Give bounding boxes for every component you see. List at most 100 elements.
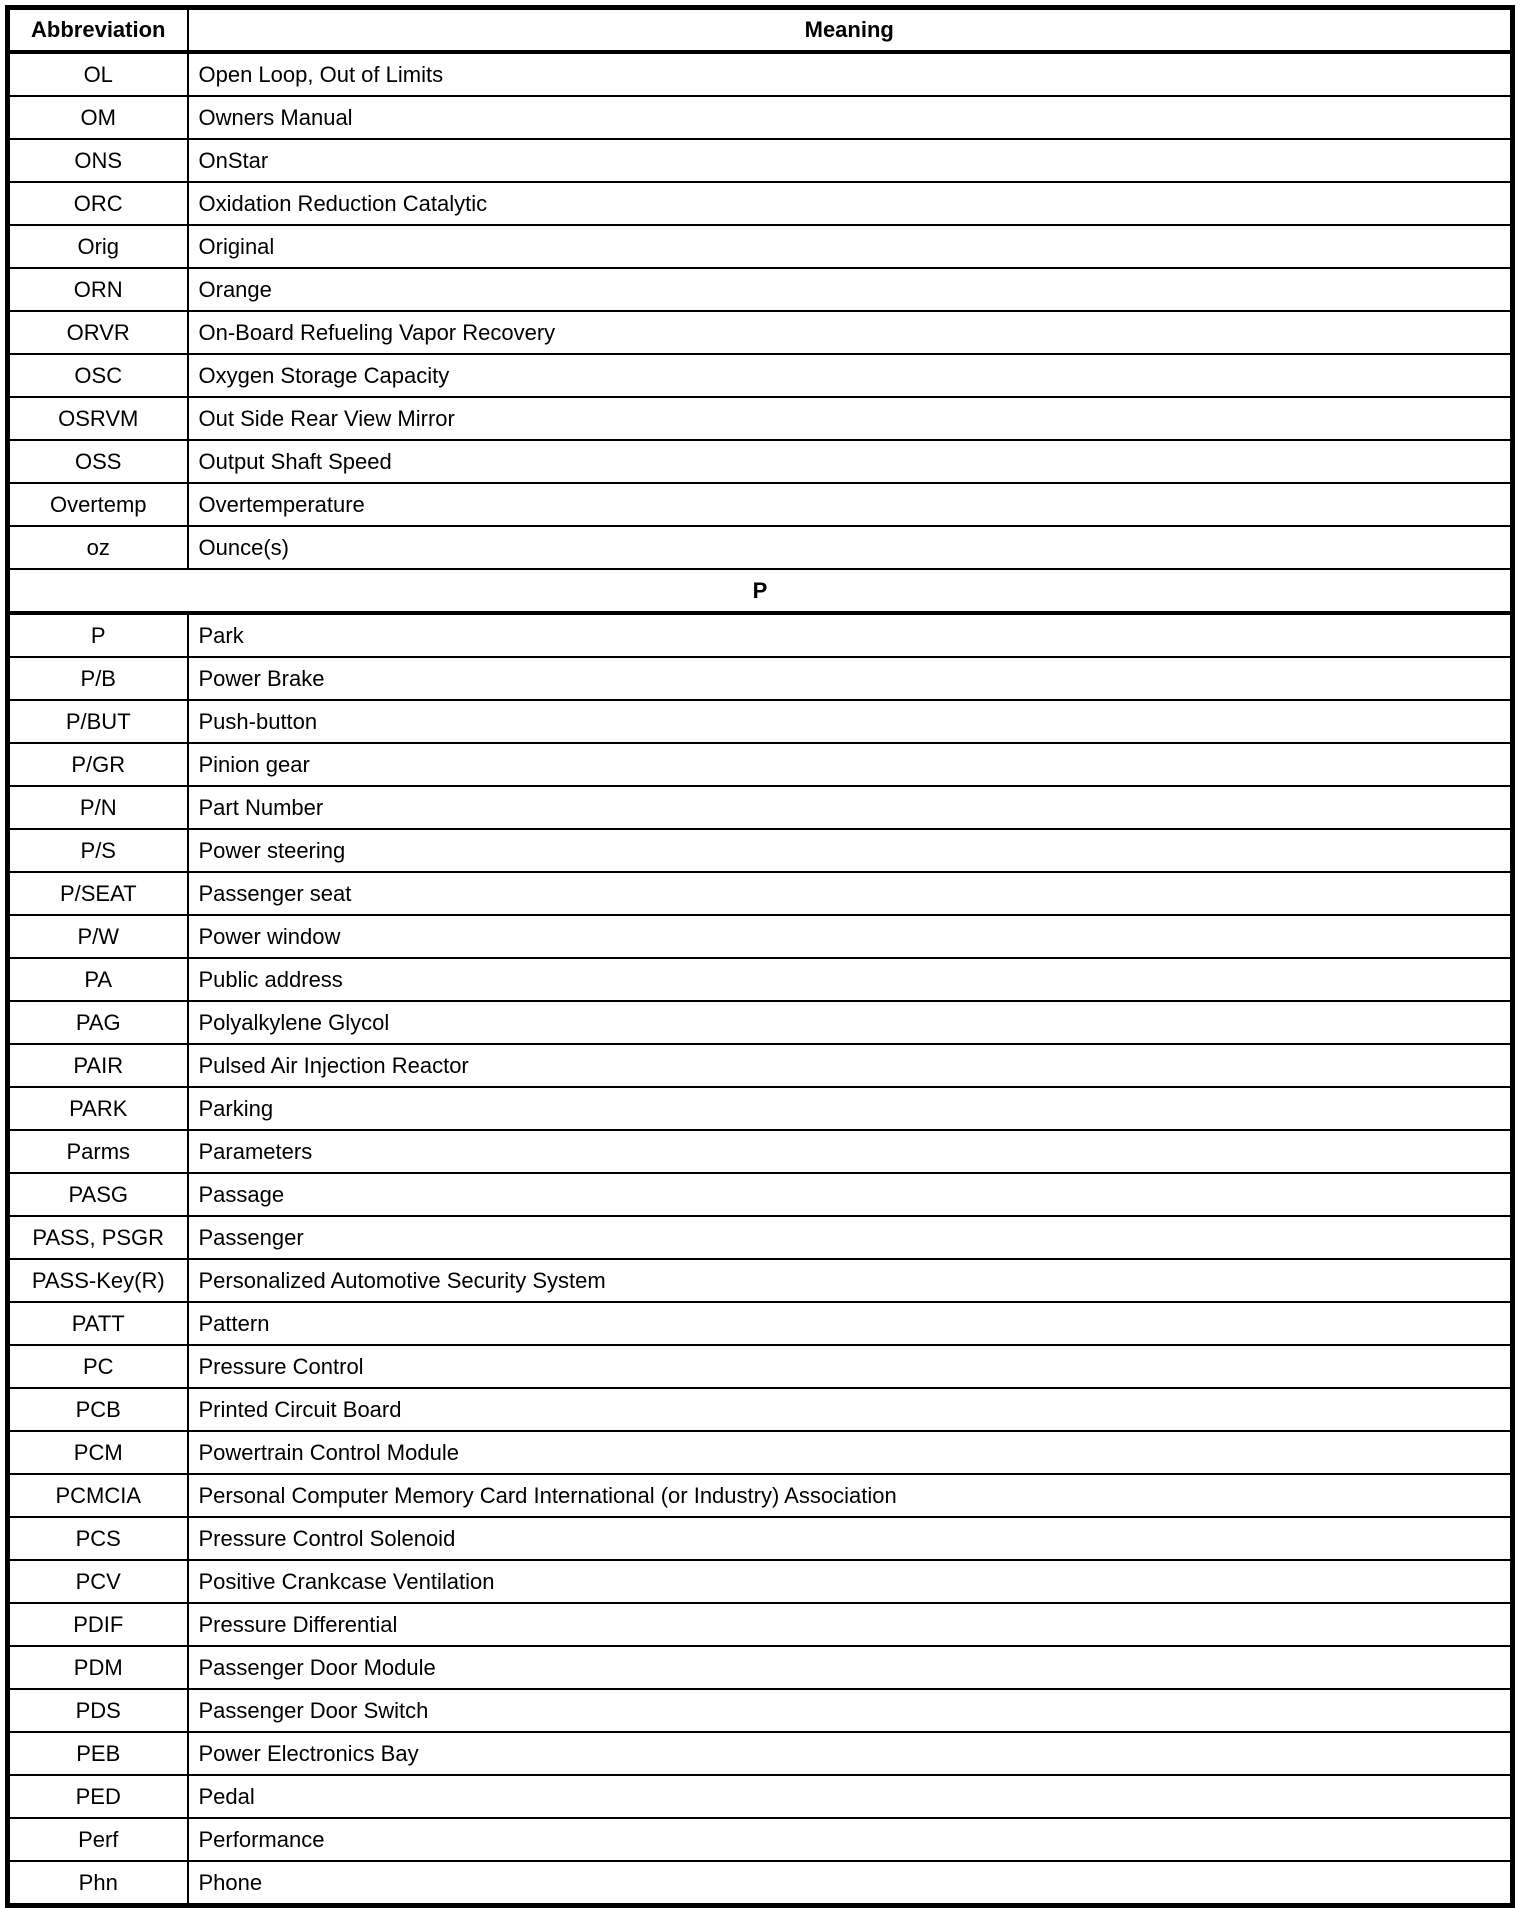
meaning-cell: Polyalkylene Glycol [198,1009,390,1035]
meaning-cell: Pattern [198,1310,270,1336]
table-row: PCB Printed Circuit Board [7,1388,1513,1431]
table-row: PDS Passenger Door Switch [7,1689,1513,1732]
meaning-cell: Power Brake [198,665,325,691]
meaning-cell: Positive Crankcase Ventilation [198,1568,495,1594]
abbreviation-cell: PASS-Key(R) [7,1259,189,1302]
meaning-cell: Parking [198,1095,274,1121]
meaning-cell: Oxygen Storage Capacity [198,362,450,388]
table-row: Orig Original [7,225,1513,268]
table-row: OL Open Loop, Out of Limits [7,52,1513,96]
abbreviation-cell: PAG [7,1001,189,1044]
abbreviation-cell: PCS [7,1517,189,1560]
table-row: PAG Polyalkylene Glycol [7,1001,1513,1044]
meaning-cell: Overtemperature [198,491,365,517]
table-row: Perf Performance [7,1818,1513,1861]
abbreviation-cell: PA [7,958,189,1001]
abbreviation-cell: ORVR [7,311,189,354]
table-row: ONS OnStar [7,139,1513,182]
abbreviation-cell: P/S [7,829,189,872]
meaning-cell: Passenger [198,1224,304,1250]
abbreviation-cell: PDM [7,1646,189,1689]
table-row: P/B Power Brake [7,657,1513,700]
table-row: Parms Parameters [7,1130,1513,1173]
table-row: P/SEAT Passenger seat [7,872,1513,915]
meaning-cell: Original [198,233,275,259]
abbreviation-cell: OM [7,96,189,139]
abbreviation-cell: Parms [7,1130,189,1173]
abbreviation-cell: OL [7,52,189,96]
table-row: P Park [7,613,1513,657]
abbreviation-cell: P/B [7,657,189,700]
table-row: oz Ounce(s) [7,526,1513,569]
table-row: PAIR Pulsed Air Injection Reactor [7,1044,1513,1087]
table-row: PCV Positive Crankcase Ventilation [7,1560,1513,1603]
meaning-cell: Power window [198,923,341,949]
abbreviation-cell: P [7,613,189,657]
meaning-cell: Printed Circuit Board [198,1396,402,1422]
table-row: OSC Oxygen Storage Capacity [7,354,1513,397]
section-label: P [7,569,1513,615]
table-row: PASS-Key(R) Personalized Automotive Secur… [7,1259,1513,1302]
meaning-cell: Passage [198,1181,285,1207]
abbreviation-cell: P/W [7,915,189,958]
table-row: P/GR Pinion gear [7,743,1513,786]
meaning-cell: Output Shaft Speed [198,448,392,474]
table-row: PDIF Pressure Differential [7,1603,1513,1646]
abbreviation-cell: PC [7,1345,189,1388]
abbreviation-cell: PATT [7,1302,189,1345]
meaning-cell: Public address [198,966,343,992]
meaning-cell: Out Side Rear View Mirror [198,405,455,431]
abbreviation-cell: PASS, PSGR [7,1216,189,1259]
table-row: PASS, PSGR Passenger [7,1216,1513,1259]
meaning-cell: Power Electronics Bay [198,1740,419,1766]
abbreviation-cell: PCB [7,1388,189,1431]
table-row: ORN Orange [7,268,1513,311]
column-header-abbreviation: Abbreviation [7,7,189,54]
abbreviation-cell: PED [7,1775,189,1818]
abbreviation-cell: PDS [7,1689,189,1732]
abbreviation-cell: oz [7,526,189,569]
meaning-cell: Pressure Control Solenoid [198,1525,456,1551]
meaning-cell: Phone [198,1869,263,1895]
meaning-cell: On-Board Refueling Vapor Recovery [198,319,556,345]
meaning-cell: Pulsed Air Injection Reactor [198,1052,469,1078]
meaning-cell: Power steering [198,837,346,863]
table-row: PCS Pressure Control Solenoid [7,1517,1513,1560]
meaning-cell: Personalized Automotive Security System [198,1267,606,1293]
abbreviation-cell: PCV [7,1560,189,1603]
meaning-cell: Performance [198,1826,325,1852]
table-row: PEB Power Electronics Bay [7,1732,1513,1775]
column-header-meaning: Meaning [187,7,1513,54]
meaning-cell: Pressure Control [198,1353,364,1379]
meaning-cell: Passenger Door Module [198,1654,436,1680]
meaning-cell: Owners Manual [198,104,353,130]
meaning-cell: Ounce(s) [198,534,289,560]
table-header: Abbreviation Meaning [7,7,1513,54]
table-row: P/N Part Number [7,786,1513,829]
table-row: P/W Power window [7,915,1513,958]
table-row: Overtemp Overtemperature [7,483,1513,526]
table-row: PASG Passage [7,1173,1513,1216]
table-row: ORVR On-Board Refueling Vapor Recovery [7,311,1513,354]
header-row: Abbreviation Meaning [7,7,1513,54]
meaning-cell: Open Loop, Out of Limits [198,61,444,87]
abbreviation-cell: PCMCIA [7,1474,189,1517]
abbreviation-cell: P/BUT [7,700,189,743]
abbreviation-cell: ORN [7,268,189,311]
meaning-cell: Part Number [198,794,324,820]
section-row: P [7,569,1513,615]
table-row: OSRVM Out Side Rear View Mirror [7,397,1513,440]
table-row: PATT Pattern [7,1302,1513,1345]
table-row: PCMCIA Personal Computer Memory Card Inte… [7,1474,1513,1517]
meaning-cell: Pinion gear [198,751,310,777]
meaning-cell: OnStar [198,147,269,173]
abbreviation-cell: PARK [7,1087,189,1130]
abbreviation-cell: ONS [7,139,189,182]
abbreviation-cell: OSC [7,354,189,397]
abbreviation-cell: OSS [7,440,189,483]
abbreviation-cell: PDIF [7,1603,189,1646]
meaning-cell: Orange [198,276,272,302]
table-row: PA Public address [7,958,1513,1001]
abbreviation-cell: Orig [7,225,189,268]
